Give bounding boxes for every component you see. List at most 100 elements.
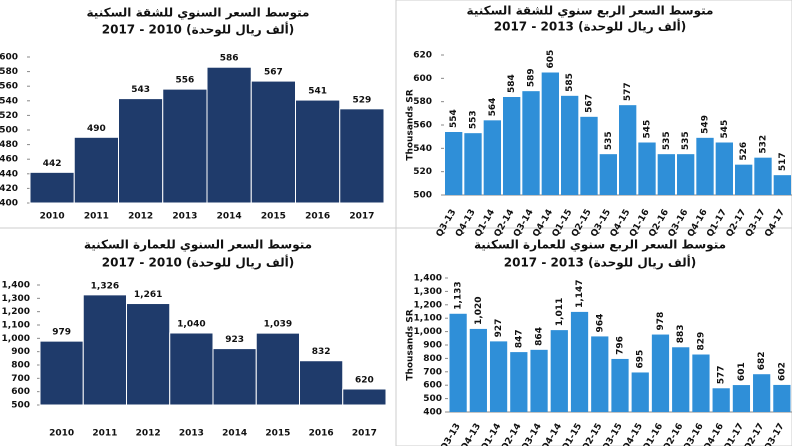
bar	[339, 108, 385, 204]
y-tick-label: 540	[0, 96, 18, 106]
value-label: 545	[720, 120, 730, 139]
x-tick-label: 2011	[84, 212, 109, 222]
y-tick-label: 600	[413, 74, 432, 84]
bar	[82, 294, 127, 406]
value-label: 490	[87, 124, 106, 134]
bar	[255, 332, 300, 406]
value-label: 695	[636, 350, 646, 369]
bar	[732, 385, 751, 412]
bar	[541, 72, 559, 195]
y-axis-label: Thousands SR	[406, 309, 416, 380]
bar	[212, 348, 257, 406]
bar	[483, 120, 501, 195]
y-tick-label: 480	[0, 140, 18, 150]
x-tick-label: 2016	[309, 429, 334, 439]
bar	[735, 164, 753, 195]
value-label: 535	[604, 131, 614, 150]
value-label: 1,011	[555, 298, 565, 326]
bar	[449, 313, 467, 412]
bar	[754, 157, 772, 195]
y-tick-label: 700	[423, 367, 442, 377]
chart-title: متوسط السعر السنوي للعمارة السكنية	[84, 238, 312, 253]
value-label: 682	[757, 351, 767, 370]
chart-title: متوسط السعر الربع سنوي للعمارة السكنية	[474, 238, 726, 253]
y-tick-label: 1,100	[2, 321, 30, 331]
x-tick-label: 2015	[265, 429, 290, 439]
value-label: 589	[527, 68, 537, 87]
value-label: 543	[131, 85, 150, 95]
bar	[29, 171, 75, 204]
bar	[445, 132, 463, 195]
value-label: 532	[759, 135, 769, 154]
y-tick-label: 560	[413, 121, 432, 131]
y-tick-label: 500	[413, 191, 432, 201]
bar	[73, 136, 119, 204]
bar	[530, 349, 548, 412]
value-label: 529	[352, 95, 371, 105]
x-tick-label: 2010	[40, 212, 65, 222]
bar	[510, 352, 528, 412]
y-tick-label: 400	[0, 199, 18, 209]
bar	[599, 154, 617, 195]
chart-subtitle: (ألف ريال للوحدة) 2010 - 2017	[102, 255, 295, 271]
value-label: 577	[717, 365, 727, 384]
value-label: 517	[778, 152, 788, 171]
chart-subtitle: (ألف ريال للوحدة) 2013 - 2017	[494, 19, 687, 35]
value-label: 541	[308, 87, 327, 97]
x-tick-label: 2013	[172, 212, 197, 222]
value-label: 1,020	[474, 296, 484, 324]
bar	[295, 99, 341, 204]
value-label: 964	[595, 314, 605, 333]
value-label: 567	[585, 94, 595, 113]
bar	[299, 360, 344, 406]
y-tick-label: 1,400	[414, 274, 442, 284]
y-tick-label: 500	[11, 401, 30, 411]
bar	[550, 330, 568, 412]
bar	[169, 332, 214, 406]
x-tick-label: 2014	[222, 429, 247, 439]
bar	[651, 334, 670, 412]
value-label: 442	[43, 159, 62, 169]
bar	[591, 336, 609, 412]
y-tick-label: 600	[423, 381, 442, 391]
value-label: 978	[656, 312, 666, 331]
x-tick-label: 2013	[179, 429, 204, 439]
bar	[342, 388, 387, 406]
y-tick-label: 580	[0, 67, 18, 77]
value-label: 556	[175, 76, 194, 86]
bar	[715, 142, 733, 195]
value-label: 1,133	[454, 281, 464, 309]
y-tick-label: 800	[423, 354, 442, 364]
y-tick-label: 600	[11, 387, 30, 397]
chart-subtitle: (ألف ريال للوحدة) 2010 - 2017	[102, 22, 295, 38]
y-tick-label: 540	[413, 144, 432, 154]
bar	[522, 91, 540, 195]
y-tick-label: 700	[11, 374, 30, 384]
value-label: 927	[494, 319, 504, 338]
x-tick-label: 2015	[261, 212, 286, 222]
value-label: 577	[623, 82, 633, 101]
value-label: 979	[52, 328, 71, 338]
y-tick-label: 900	[11, 347, 30, 357]
value-label: 1,261	[134, 290, 162, 300]
value-label: 545	[643, 120, 653, 139]
bar	[250, 80, 296, 204]
y-tick-label: 900	[423, 341, 442, 351]
value-label: 829	[696, 332, 706, 351]
bar	[126, 303, 171, 406]
bar	[206, 66, 252, 204]
value-label: 864	[535, 327, 545, 346]
bar	[611, 358, 629, 412]
value-label: 602	[777, 362, 787, 381]
bar	[619, 105, 637, 195]
y-tick-label: 1,200	[414, 300, 442, 310]
y-tick-label: 400	[423, 408, 442, 418]
value-label: 564	[488, 98, 498, 117]
y-axis-label: Thousands SR	[406, 89, 416, 160]
value-label: 549	[701, 115, 711, 134]
chart-subtitle: (ألف ريال للوحدة) 2013 - 2017	[504, 255, 697, 271]
value-label: 584	[507, 74, 517, 93]
bar	[561, 95, 579, 195]
y-tick-label: 580	[413, 97, 432, 107]
chart-title: متوسط السعر الربع سنوي للشقة السكنية	[467, 4, 714, 19]
